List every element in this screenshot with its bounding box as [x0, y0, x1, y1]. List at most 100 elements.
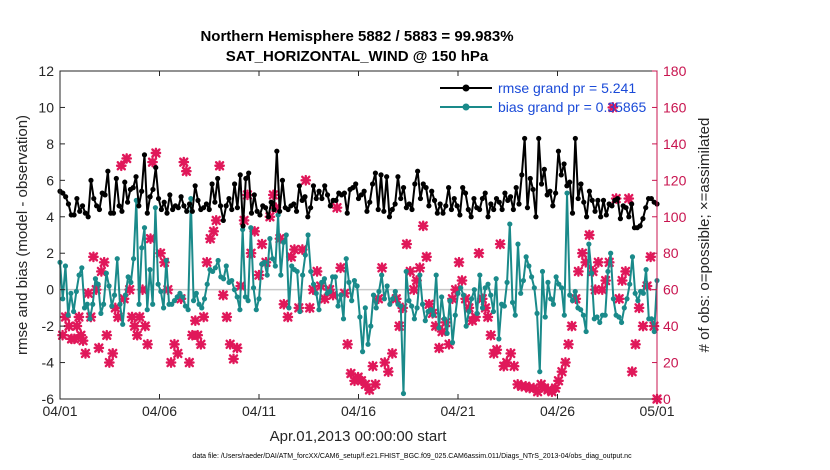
bias-point [319, 279, 325, 285]
obs-assimilated-point [630, 338, 641, 350]
rmse-point [231, 181, 238, 187]
y-left-tick-label: -2 [42, 318, 55, 334]
bias-point [245, 298, 251, 304]
bias-point [471, 287, 477, 293]
rmse-point [406, 201, 412, 207]
bias-point [384, 283, 390, 289]
bias-point [602, 312, 608, 318]
rmse-point [600, 197, 607, 203]
bias-point [103, 270, 109, 276]
bias-point [621, 305, 627, 311]
bias-point [101, 301, 107, 307]
bias-point [169, 301, 175, 307]
bias-point [182, 303, 188, 309]
obs-assimilated-point [404, 266, 416, 277]
obs-assimilated-point [93, 342, 105, 354]
bias-point [379, 272, 385, 278]
obs-assimilated-point [637, 320, 649, 332]
rmse-point [522, 135, 528, 142]
rmse-point [201, 205, 207, 211]
bias-point [474, 310, 480, 316]
rmse-point [493, 195, 500, 202]
rmse-point [296, 183, 302, 189]
y-left-tick-label: -6 [42, 391, 55, 407]
obs-assimilated-point [607, 102, 619, 113]
obs-assimilated-point [423, 298, 435, 310]
rmse-point [217, 203, 224, 209]
rmse-point [324, 192, 331, 198]
bias-point [114, 256, 120, 262]
bias-point [635, 298, 641, 304]
rmse-point [268, 199, 274, 205]
legend-bias-marker [462, 103, 470, 111]
bias-point [139, 245, 145, 251]
obs-assimilated-point [430, 320, 442, 332]
obs-assimilated-point [304, 302, 316, 314]
obs-assimilated-point [645, 251, 657, 263]
bias-point [509, 299, 516, 306]
obs-assimilated-point [505, 348, 517, 359]
obs-assimilated-point [145, 233, 156, 245]
bias-point [428, 307, 434, 313]
obs-assimilated-point [414, 262, 426, 274]
rmse-point [319, 195, 325, 202]
rmse-point [141, 152, 148, 158]
bias-point [542, 314, 548, 320]
bias-point [81, 305, 88, 311]
obs-assimilated-point [532, 386, 543, 398]
rmse-point [598, 214, 604, 220]
rmse-point [381, 208, 387, 214]
obs-assimilated-point [204, 233, 216, 245]
rmse-point [440, 210, 446, 216]
bias-point [141, 225, 148, 231]
x-tick-label: 04/01 [42, 403, 77, 419]
bias-point [286, 305, 292, 311]
bias-point [79, 265, 85, 271]
obs-assimilated-point [267, 189, 279, 201]
obs-assimilated-point [433, 342, 445, 354]
bias-point [343, 256, 349, 262]
obs-assimilated-point [620, 266, 631, 277]
y-left-tick-label: 12 [38, 63, 54, 79]
rmse-point [322, 183, 328, 189]
bias-point [111, 292, 118, 298]
obs-assimilated-point [82, 287, 94, 299]
bias-point [155, 281, 161, 287]
bias-point [490, 308, 497, 315]
y-right-tick-label: 160 [663, 99, 687, 115]
y-left-tick-label: 4 [46, 209, 54, 225]
obs-assimilated-point [147, 156, 158, 168]
obs-assimilated-point [121, 153, 133, 164]
bias-point [411, 316, 417, 322]
rmse-point [462, 190, 469, 196]
rmse-point [344, 210, 350, 216]
bias-point [204, 281, 210, 287]
footnote: data file: /Users/raeder/DAI/ATM_forcXX/… [192, 453, 632, 460]
legend-bias-label: bias grand pr = 0.35865 [498, 99, 646, 115]
rmse-point [482, 190, 488, 196]
obs-assimilated-point [576, 247, 588, 259]
bias-point [403, 268, 409, 275]
bias-point [556, 281, 562, 287]
bias-point [171, 298, 178, 304]
bias-point [248, 225, 254, 231]
bias-point [359, 349, 366, 355]
bias-point [131, 256, 137, 262]
bias-point [234, 294, 240, 300]
bias-point [550, 301, 557, 307]
obs-assimilated-point [447, 293, 458, 305]
obs-assimilated-point [600, 275, 612, 286]
rmse-point [536, 135, 542, 142]
bias-line [59, 192, 658, 395]
obs-assimilated-point [73, 311, 85, 323]
rmse-point [243, 175, 249, 182]
rmse-point [310, 183, 317, 189]
obs-assimilated-point [342, 338, 353, 350]
bias-point [586, 241, 592, 247]
bias-point [289, 263, 295, 269]
bias-point [327, 288, 333, 295]
rmse-point [279, 177, 286, 183]
bias-point [300, 272, 306, 278]
bias-point [534, 310, 540, 316]
